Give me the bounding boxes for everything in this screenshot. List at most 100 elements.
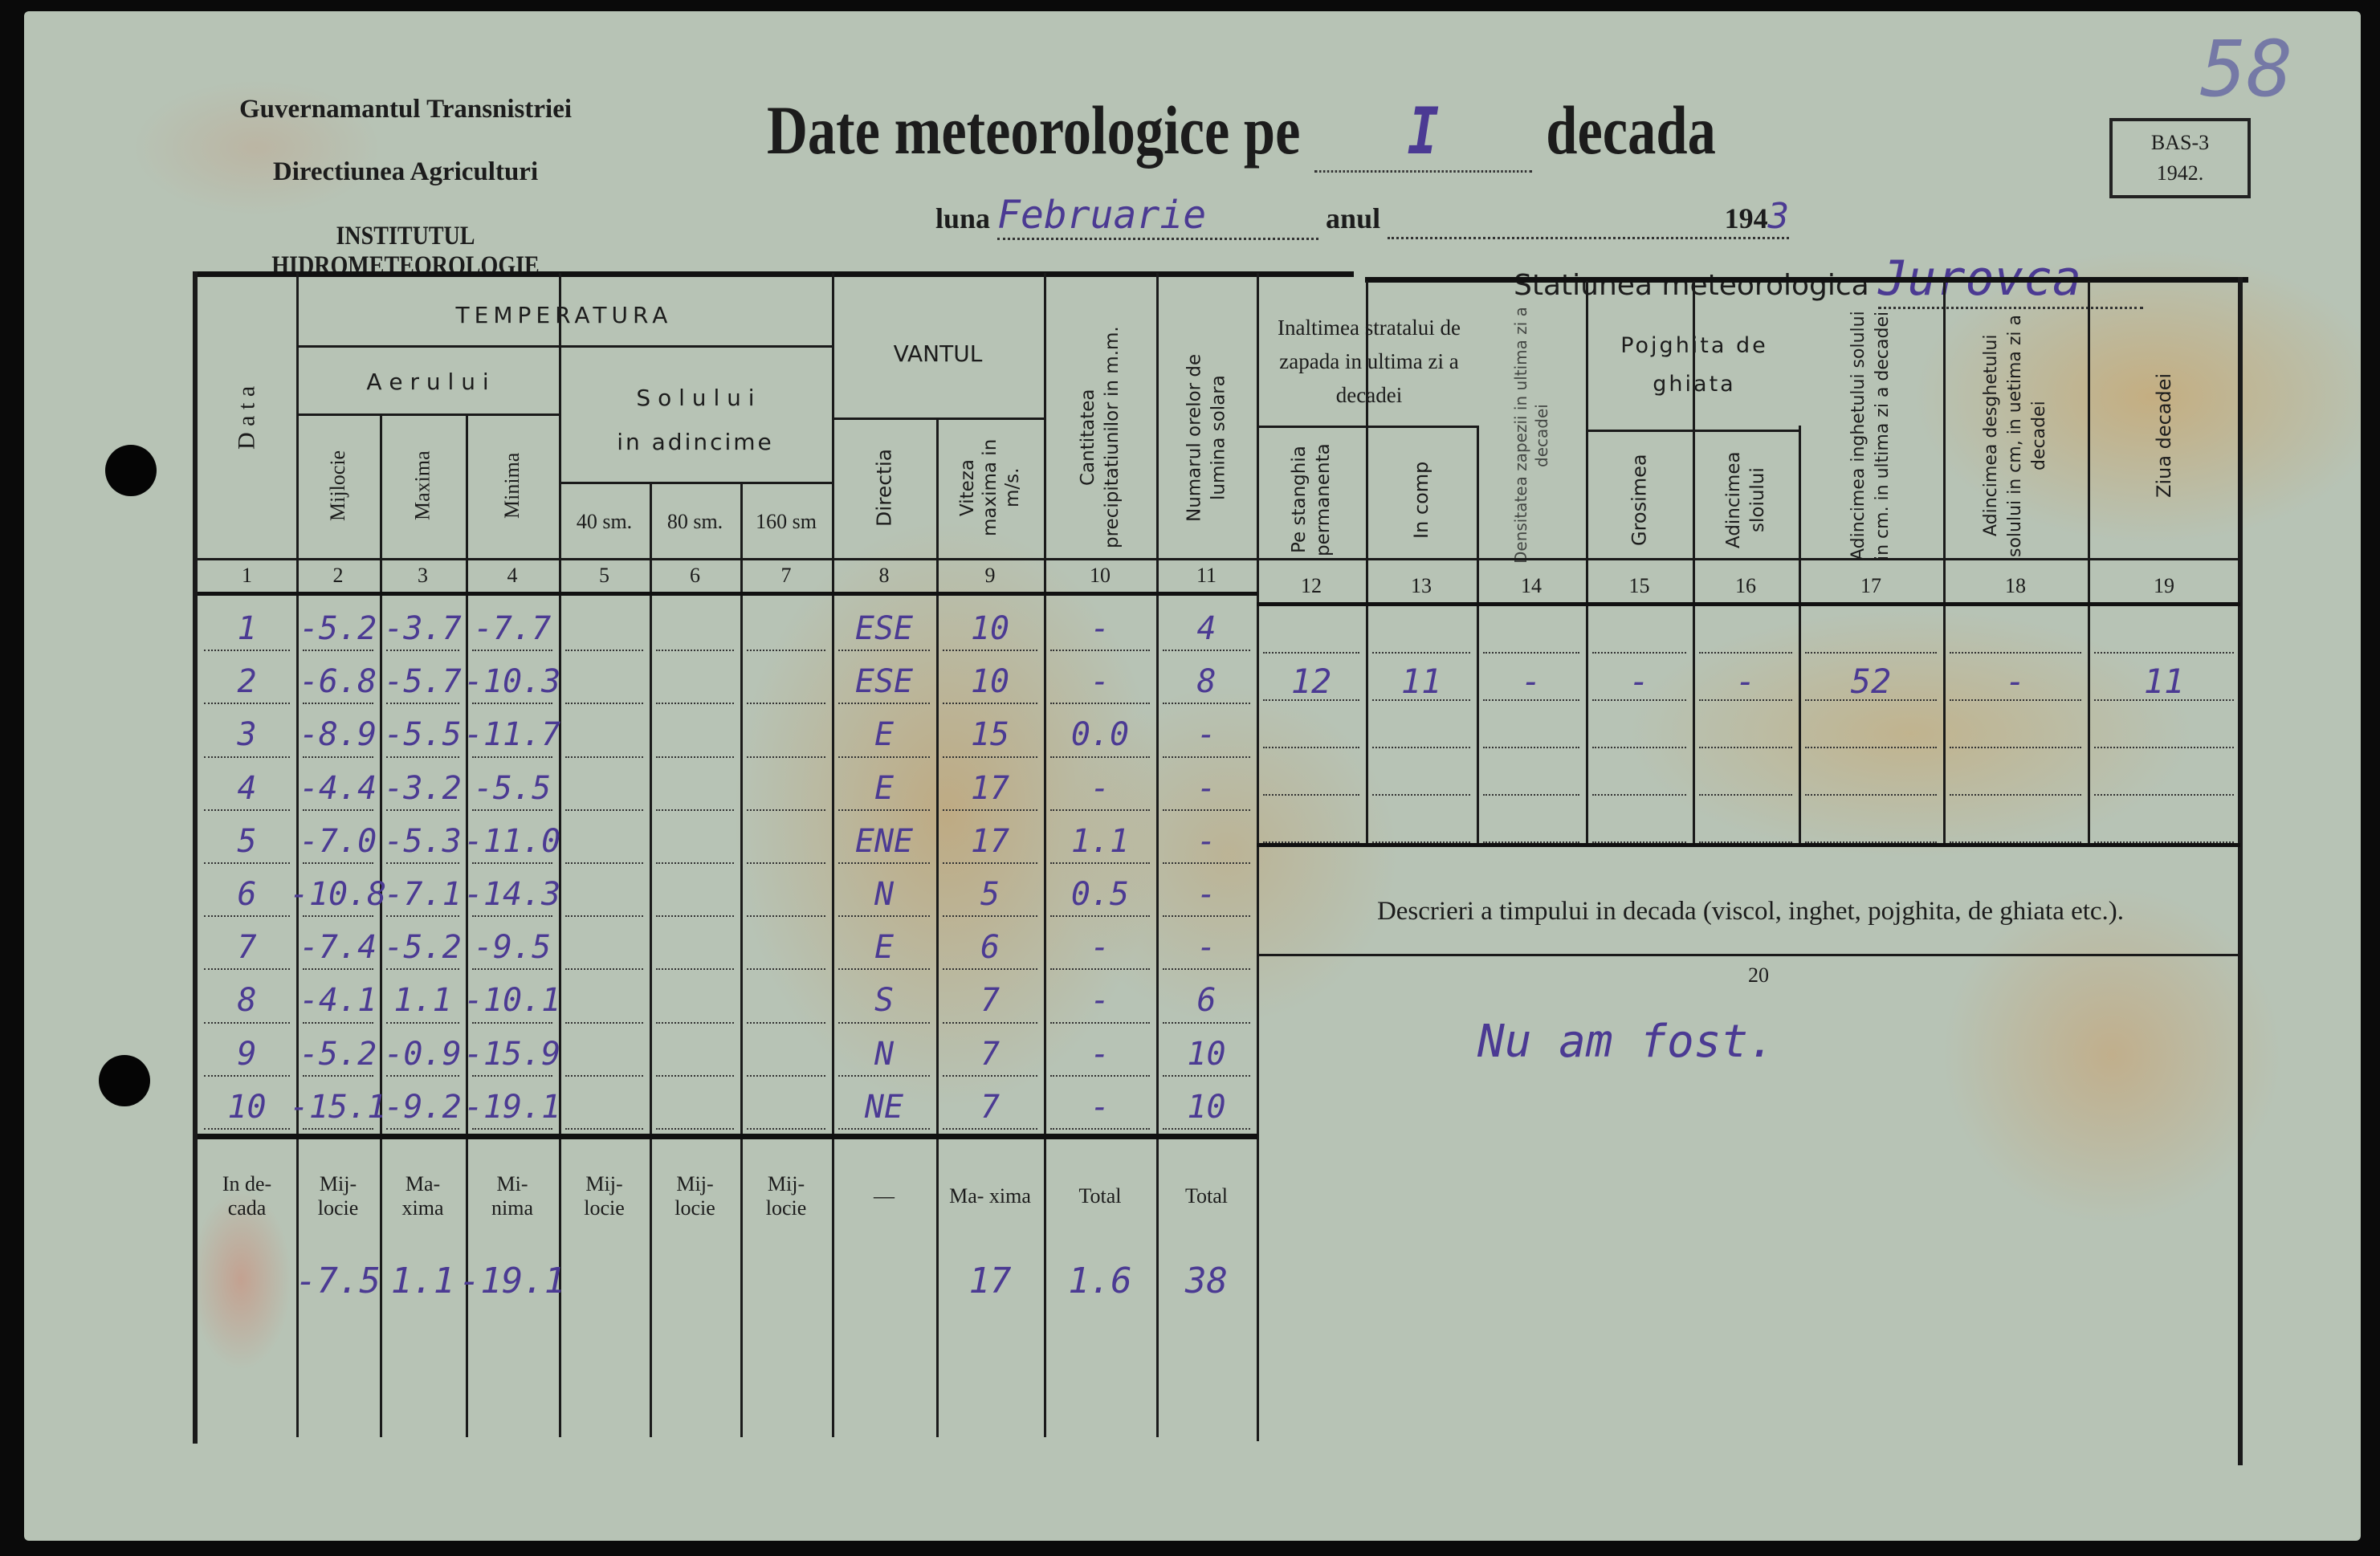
cell-vit: 15: [970, 716, 1010, 754]
row-rule: [1950, 794, 2081, 796]
cell-max: -3.7: [384, 610, 462, 648]
column-number: 12: [1301, 574, 1322, 597]
table-border-top: [198, 271, 1354, 277]
snow-cell-adincimea_desghet: -: [2005, 661, 2026, 701]
row-rule: [1050, 809, 1150, 811]
cell-day: 3: [237, 716, 257, 754]
description-title: Descrieri a timpului in decada (viscol, …: [1376, 897, 2125, 926]
header-rule: [1257, 602, 2240, 606]
header-adincimea-desghet: Adincimea desghetului solului in cm, in …: [1981, 314, 2049, 557]
row-rule: [204, 1021, 290, 1024]
cell-prec: -: [1090, 982, 1111, 1020]
cell-sol: 10: [1187, 1088, 1226, 1126]
cell-dir: N: [874, 1035, 895, 1073]
row-rule: [656, 650, 734, 652]
cell-min: -19.1: [463, 1088, 561, 1126]
column-divider: [1044, 273, 1046, 1437]
header-pe-stanghia: Pe stanghia permanenta: [1289, 443, 1334, 556]
row-rule: [1805, 699, 1937, 701]
title-prefix: Date meteorologice pe: [767, 92, 1301, 169]
row-rule: [204, 809, 290, 811]
cell-prec: -: [1090, 663, 1111, 701]
row-rule: [303, 1021, 373, 1024]
station-line: Statiunea meteorologica Jurovca: [1514, 251, 2144, 309]
row-rule: [1163, 1021, 1250, 1024]
header-vantul: VANTUL: [893, 340, 983, 367]
summary-value: 17: [968, 1260, 1012, 1301]
row-rule: [838, 862, 930, 864]
row-rule: [838, 968, 930, 971]
page-number: 58: [2200, 24, 2293, 114]
cell-sol: -: [1196, 769, 1216, 807]
cell-vit: 7: [980, 982, 1000, 1020]
row-rule: [303, 1128, 373, 1130]
header-minima: Minima: [500, 452, 524, 519]
header-adincimea-sloiului: Adincimea sloiului: [1723, 451, 1768, 548]
row-rule: [472, 1128, 552, 1130]
summary-header: Ma- xima: [949, 1184, 1031, 1208]
row-rule: [1263, 747, 1359, 748]
header-rule: [1586, 430, 1799, 432]
cell-max: -3.2: [384, 769, 462, 807]
snow-cell-pe_stanghia: 12: [1290, 661, 1332, 701]
year-handwritten: 3: [1767, 196, 1790, 237]
row-rule: [1805, 841, 1937, 843]
cell-mij: -4.1: [299, 982, 377, 1020]
month-label: luna: [935, 202, 991, 234]
header-40sm: 40 sm.: [576, 510, 633, 533]
cell-day: 9: [237, 1035, 257, 1073]
cell-mij: -5.2: [299, 1035, 377, 1073]
summary-value: -7.5: [295, 1260, 381, 1301]
row-rule: [386, 1021, 459, 1024]
column-divider: [832, 273, 834, 1437]
cell-prec: -: [1090, 769, 1111, 807]
cell-min: -11.0: [463, 822, 561, 860]
row-rule: [2094, 747, 2234, 748]
cell-day: 4: [237, 769, 257, 807]
row-rule: [1483, 747, 1579, 748]
cell-max: -7.1: [384, 876, 462, 914]
row-rule: [1263, 794, 1359, 796]
row-rule: [386, 1128, 459, 1130]
table-border-left: [193, 271, 198, 1444]
cell-mij: -5.2: [299, 610, 377, 648]
row-rule: [1592, 652, 1686, 654]
row-rule: [943, 703, 1037, 705]
row-rule: [838, 809, 930, 811]
row-rule: [1483, 841, 1579, 843]
month-value: Februarie: [997, 193, 1207, 238]
cell-prec: 0.5: [1070, 876, 1130, 914]
row-rule: [386, 703, 459, 705]
row-rule: [386, 968, 459, 971]
row-rule: [1592, 841, 1686, 843]
row-rule: [1699, 652, 1792, 654]
row-rule: [1163, 809, 1250, 811]
row-rule: [386, 756, 459, 758]
column-divider: [936, 418, 939, 1437]
row-rule: [747, 703, 825, 705]
cell-min: -11.7: [463, 716, 561, 754]
cell-vit: 6: [980, 929, 1000, 967]
row-rule: [2094, 652, 2234, 654]
row-rule: [747, 1021, 825, 1024]
row-rule: [204, 968, 290, 971]
punch-hole: [99, 1055, 150, 1106]
row-rule: [1950, 841, 2081, 843]
cell-day: 10: [227, 1088, 267, 1126]
cell-dir: S: [874, 982, 895, 1020]
form-code-box: BAS-3 1942.: [2109, 118, 2251, 198]
row-rule: [303, 703, 373, 705]
cell-sol: -: [1196, 876, 1216, 914]
cell-sol: -: [1196, 822, 1216, 860]
snow-cell-adincimea_inghet: 52: [1850, 661, 1892, 701]
row-rule: [747, 862, 825, 864]
cell-min: -5.5: [473, 769, 552, 807]
cell-dir: E: [874, 769, 895, 807]
column-divider: [380, 413, 382, 1437]
column-divider: [740, 482, 743, 1437]
row-rule: [204, 915, 290, 918]
cell-max: -5.5: [384, 716, 462, 754]
row-rule: [1805, 794, 1937, 796]
row-rule: [1592, 747, 1686, 748]
cell-min: -7.7: [473, 610, 552, 648]
